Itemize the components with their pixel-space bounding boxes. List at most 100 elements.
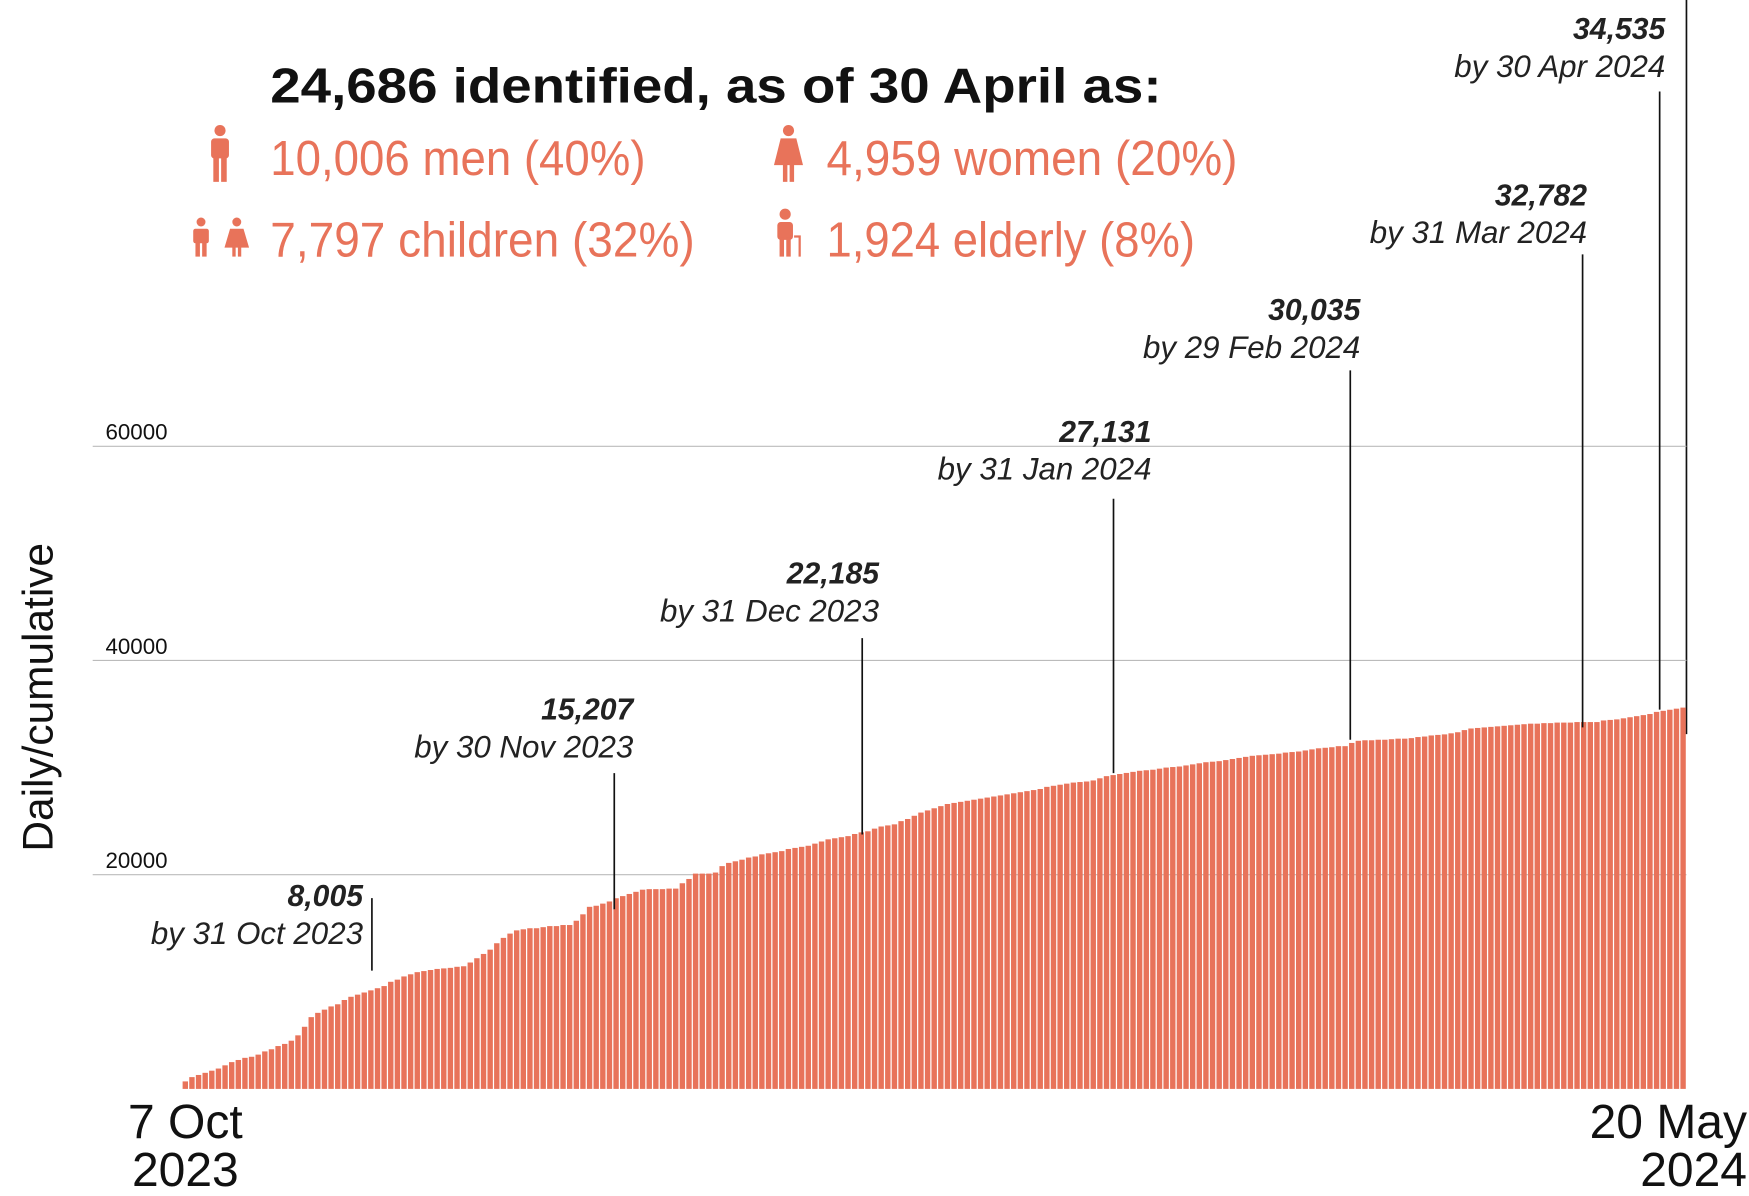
bar [832,838,838,1089]
bar [1402,738,1408,1089]
bar [1004,794,1010,1089]
annotation-value: 34,535 [1573,13,1666,46]
bar [1375,739,1381,1089]
bar [282,1043,288,1089]
bar [739,859,745,1089]
bar [639,889,646,1089]
x-tick-label: 7 Oct 2023 [128,1095,243,1196]
bar [586,906,593,1089]
bar [679,883,686,1089]
bar [958,801,964,1089]
bar [1163,767,1169,1089]
bar [626,893,633,1089]
bar [1083,781,1090,1089]
bar [228,1062,235,1089]
annotation-value: 8,005 [288,880,365,913]
bar [858,832,864,1089]
bar [547,926,553,1089]
bar [712,872,719,1089]
bar [447,967,454,1089]
bar [785,848,792,1089]
bar [222,1065,228,1089]
bar [1415,737,1421,1089]
bar [825,839,831,1089]
bar [1269,754,1275,1089]
bar [918,812,924,1089]
bar [1501,725,1507,1089]
bar [1488,726,1494,1089]
bar [215,1068,222,1089]
bar [494,943,500,1089]
annotation-value: 15,207 [541,694,634,727]
bar [1468,728,1474,1089]
bar [1388,739,1395,1089]
bar [1408,738,1415,1089]
bar [242,1057,248,1089]
bar [719,866,725,1089]
bar [1620,718,1627,1089]
bar [1242,756,1249,1089]
bar [1103,776,1110,1089]
bar [354,994,361,1089]
bar [865,831,871,1089]
bar [1176,766,1183,1089]
stat-text: 4,959 women (20%) [826,132,1237,186]
bar [659,889,666,1089]
annotation-text: by 31 Dec 2023 [660,593,880,628]
bar [726,862,732,1089]
bar [441,968,447,1089]
bar [335,1004,341,1089]
bar [248,1056,255,1089]
bar [1448,733,1454,1089]
bar [368,990,374,1089]
bar [255,1054,261,1089]
bar [1117,774,1123,1089]
bar [1335,746,1342,1089]
bar [818,841,825,1089]
bar [560,925,566,1089]
bar [328,1006,334,1089]
annotation-text: by 31 Mar 2024 [1370,215,1587,250]
bar [1282,752,1289,1089]
bar [1633,716,1640,1089]
bar [1156,768,1163,1089]
bar [911,815,918,1089]
bar [653,889,659,1089]
bar [1170,767,1176,1089]
elderly-icon [777,208,801,257]
bar [474,958,480,1089]
bar [1329,747,1335,1089]
bar [984,797,990,1089]
bar [792,847,798,1089]
bar [1481,727,1487,1089]
bar [606,901,613,1089]
bar [1090,780,1096,1089]
bar [1508,725,1514,1089]
bar [1229,759,1236,1089]
bar [361,992,367,1089]
bar [427,970,434,1089]
bar [209,1070,215,1089]
bar [593,905,599,1089]
bar [1607,719,1613,1089]
bar [1567,722,1574,1089]
bar [500,937,507,1089]
bar [1395,738,1401,1089]
bar [878,826,884,1089]
bar [1097,778,1103,1089]
bar [1673,708,1680,1089]
bar [1136,770,1143,1089]
bar [1123,772,1130,1089]
bar [1296,751,1302,1089]
bar [1249,755,1256,1089]
bar [295,1035,301,1089]
bar [460,966,467,1089]
bar [891,824,898,1089]
bar [467,962,473,1089]
stat-text: 1,924 elderly (8%) [826,214,1195,268]
bar [1030,790,1037,1089]
bar [1037,789,1043,1089]
stat-text: 7,797 children (32%) [270,214,694,268]
